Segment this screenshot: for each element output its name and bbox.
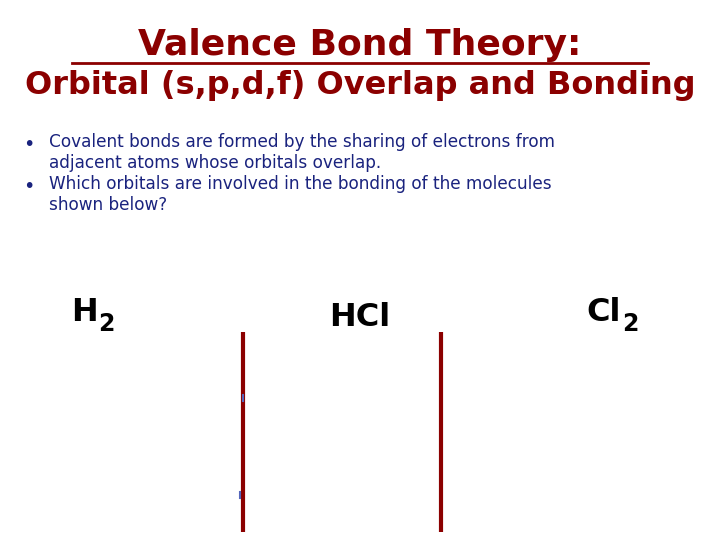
Text: Valence Bond Theory:: Valence Bond Theory: xyxy=(138,28,582,62)
Text: Which orbitals are involved in the bonding of the molecules: Which orbitals are involved in the bondi… xyxy=(49,175,552,193)
Text: •: • xyxy=(23,135,35,154)
Text: •: • xyxy=(23,177,35,195)
Text: 2: 2 xyxy=(99,312,114,336)
Text: H: H xyxy=(71,296,99,328)
Text: Orbital (s,p,d,f) Overlap and Bonding: Orbital (s,p,d,f) Overlap and Bonding xyxy=(24,70,696,101)
Text: shown below?: shown below? xyxy=(49,196,167,214)
Text: adjacent atoms whose orbitals overlap.: adjacent atoms whose orbitals overlap. xyxy=(49,154,381,172)
Text: Covalent bonds are formed by the sharing of electrons from: Covalent bonds are formed by the sharing… xyxy=(49,133,555,151)
Text: HCl: HCl xyxy=(329,302,391,333)
Text: 2: 2 xyxy=(623,312,639,336)
Text: Cl: Cl xyxy=(586,296,621,328)
